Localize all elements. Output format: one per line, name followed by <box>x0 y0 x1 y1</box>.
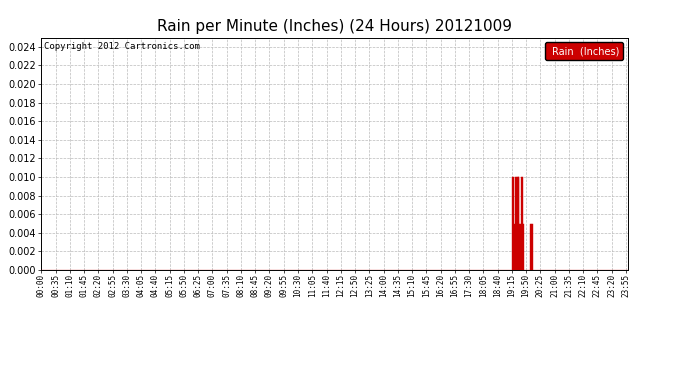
Title: Rain per Minute (Inches) (24 Hours) 20121009: Rain per Minute (Inches) (24 Hours) 2012… <box>157 18 512 33</box>
Legend: Rain  (Inches): Rain (Inches) <box>545 42 623 60</box>
Text: Copyright 2012 Cartronics.com: Copyright 2012 Cartronics.com <box>44 42 200 51</box>
